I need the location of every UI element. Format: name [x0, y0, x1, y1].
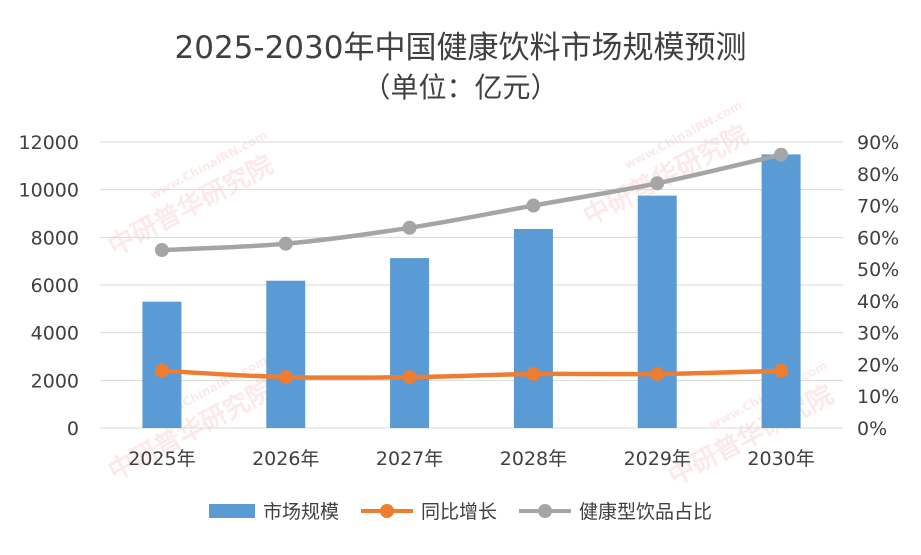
line-yoy-growth — [159, 368, 784, 381]
x-tick-label: 2025年 — [128, 448, 195, 470]
y-right-tick-label: 0% — [857, 418, 887, 440]
legend-swatch-healthy-share — [519, 503, 571, 519]
y-left-tick-label: 6000 — [31, 275, 79, 297]
y-right-tick-label: 10% — [857, 386, 899, 408]
y-right-tick-label: 60% — [857, 227, 899, 249]
y-left-tick-label: 10000 — [19, 180, 79, 202]
x-tick-label: 2029年 — [624, 448, 691, 470]
y-left-tick-label: 8000 — [31, 227, 79, 249]
legend: 市场规模 同比增长 健康型饮品占比 — [0, 497, 921, 524]
point-healthy-share — [278, 236, 293, 251]
point-yoy-growth — [526, 366, 541, 381]
legend-swatch-yoy-growth — [360, 503, 413, 519]
y-left-tick-label: 2000 — [31, 370, 79, 392]
y-left-tick-label: 0 — [67, 418, 79, 440]
y-right-tick-label: 40% — [857, 291, 899, 313]
y-right-tick-label: 90% — [857, 132, 899, 154]
bar-market-size — [390, 258, 430, 428]
point-healthy-share — [650, 176, 665, 191]
bar-market-size — [266, 280, 306, 428]
point-healthy-share — [402, 220, 417, 235]
line-healthy-share — [159, 152, 784, 253]
y-left-tick-label: 4000 — [31, 323, 79, 345]
y-right-tick-label: 50% — [857, 259, 899, 281]
chart-title: 2025-2030年中国健康饮料市场规模预测 — [174, 30, 747, 66]
y-right-tick-label: 80% — [857, 164, 899, 186]
x-tick-label: 2026年 — [252, 448, 319, 470]
legend-label: 市场规模 — [262, 501, 339, 523]
bar-market-size — [637, 195, 677, 428]
x-tick-label: 2030年 — [747, 448, 814, 470]
y-right-tick-label: 20% — [857, 354, 899, 376]
legend-item-market-size: 市场规模 — [208, 497, 339, 524]
point-yoy-growth — [278, 370, 293, 385]
x-tick-label: 2027年 — [376, 448, 443, 470]
point-healthy-share — [774, 147, 789, 162]
bar-market-size — [761, 154, 801, 429]
y-left-tick-label: 12000 — [19, 132, 79, 154]
bar-market-size — [513, 228, 553, 428]
chart-subtitle-unit: （单位：亿元） — [362, 71, 559, 104]
y-right-tick-label: 70% — [857, 196, 899, 218]
y-right-tick-label: 30% — [857, 323, 899, 345]
x-tick-label: 2028年 — [500, 448, 567, 470]
legend-item-yoy-growth: 同比增长 — [360, 497, 497, 524]
point-yoy-growth — [774, 363, 789, 378]
legend-item-healthy-share: 健康型饮品占比 — [519, 497, 712, 524]
point-yoy-growth — [650, 366, 665, 381]
legend-swatch-market-size — [208, 503, 255, 518]
legend-label: 健康型饮品占比 — [579, 501, 713, 523]
point-yoy-growth — [154, 363, 169, 378]
point-yoy-growth — [402, 370, 417, 385]
legend-label: 同比增长 — [420, 501, 497, 523]
point-healthy-share — [526, 198, 541, 213]
point-healthy-share — [154, 243, 169, 258]
